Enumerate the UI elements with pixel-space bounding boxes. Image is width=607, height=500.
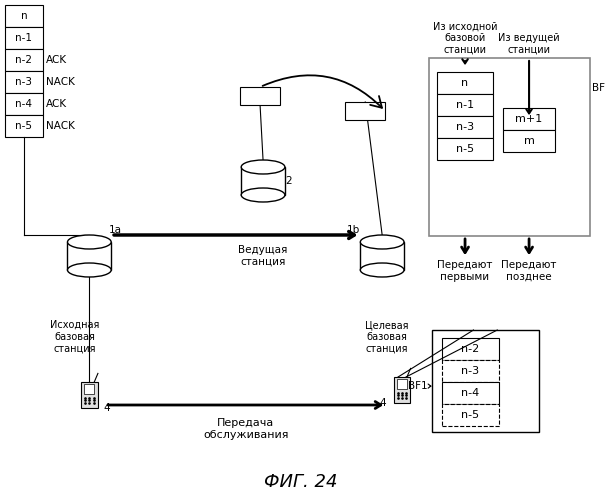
Text: ACK: ACK xyxy=(46,55,67,65)
Bar xyxy=(5,5,42,27)
Text: n: n xyxy=(21,11,27,21)
Bar xyxy=(5,71,42,93)
Text: BF: BF xyxy=(592,83,605,93)
Bar xyxy=(5,49,42,71)
Ellipse shape xyxy=(67,263,111,277)
Bar xyxy=(503,108,555,130)
Bar xyxy=(5,93,42,115)
Text: 4: 4 xyxy=(379,398,386,408)
Text: Целевая
базовая
станция: Целевая базовая станция xyxy=(365,320,409,353)
Text: 1b: 1b xyxy=(347,225,361,235)
Bar xyxy=(67,242,111,270)
Bar xyxy=(345,102,385,120)
Text: n-5: n-5 xyxy=(456,144,474,154)
Bar xyxy=(442,382,500,404)
Text: 2: 2 xyxy=(285,176,291,186)
Text: Передают
позднее: Передают позднее xyxy=(501,260,557,281)
Bar xyxy=(84,384,94,394)
Text: m+1: m+1 xyxy=(515,114,543,124)
Bar xyxy=(81,382,98,408)
Text: n-2: n-2 xyxy=(15,55,32,65)
Text: n-1: n-1 xyxy=(456,100,474,110)
Text: Передача
обслуживания: Передача обслуживания xyxy=(203,418,288,440)
Ellipse shape xyxy=(361,235,404,249)
Bar xyxy=(5,27,42,49)
Ellipse shape xyxy=(67,235,111,249)
Text: n-5: n-5 xyxy=(461,410,480,420)
Text: n-1: n-1 xyxy=(15,33,32,43)
Bar xyxy=(437,116,493,138)
Text: n: n xyxy=(461,78,469,88)
Text: NACK: NACK xyxy=(46,121,75,131)
Text: n-3: n-3 xyxy=(456,122,474,132)
Ellipse shape xyxy=(241,160,285,174)
Bar xyxy=(5,115,42,137)
Text: Исходная
базовая
станция: Исходная базовая станция xyxy=(50,320,99,353)
Bar xyxy=(240,87,280,105)
Bar xyxy=(442,404,500,426)
Text: 1a: 1a xyxy=(109,225,122,235)
Text: Из ведущей
станции: Из ведущей станции xyxy=(498,34,560,55)
Text: ACK: ACK xyxy=(46,99,67,109)
FancyArrowPatch shape xyxy=(263,76,382,108)
Text: n-5: n-5 xyxy=(15,121,32,131)
Bar xyxy=(442,360,500,382)
Bar xyxy=(437,138,493,160)
Bar xyxy=(437,94,493,116)
Text: m+2: m+2 xyxy=(353,106,378,116)
Text: Из исходной
базовой
станции: Из исходной базовой станции xyxy=(433,22,497,55)
Bar xyxy=(442,338,500,360)
Text: ФИГ. 24: ФИГ. 24 xyxy=(264,473,337,491)
Bar xyxy=(437,72,493,94)
Bar xyxy=(397,380,407,388)
Text: n-4: n-4 xyxy=(15,99,32,109)
Text: Передают
первыми: Передают первыми xyxy=(438,260,493,281)
Bar xyxy=(361,242,404,270)
Bar xyxy=(503,130,555,152)
Text: m+3: m+3 xyxy=(248,91,273,101)
Text: n-2: n-2 xyxy=(461,344,480,354)
Ellipse shape xyxy=(361,263,404,277)
Bar xyxy=(429,58,589,236)
Text: 4: 4 xyxy=(103,403,110,413)
Text: Ведущая
станция: Ведущая станция xyxy=(239,245,288,266)
Bar xyxy=(432,330,539,432)
Text: NACK: NACK xyxy=(46,77,75,87)
Text: m: m xyxy=(524,136,535,146)
Text: n-3: n-3 xyxy=(461,366,480,376)
Bar xyxy=(241,167,285,195)
Text: n-4: n-4 xyxy=(461,388,480,398)
Text: n-3: n-3 xyxy=(15,77,32,87)
Text: BF1: BF1 xyxy=(408,381,428,391)
Bar xyxy=(394,377,410,403)
Ellipse shape xyxy=(241,188,285,202)
